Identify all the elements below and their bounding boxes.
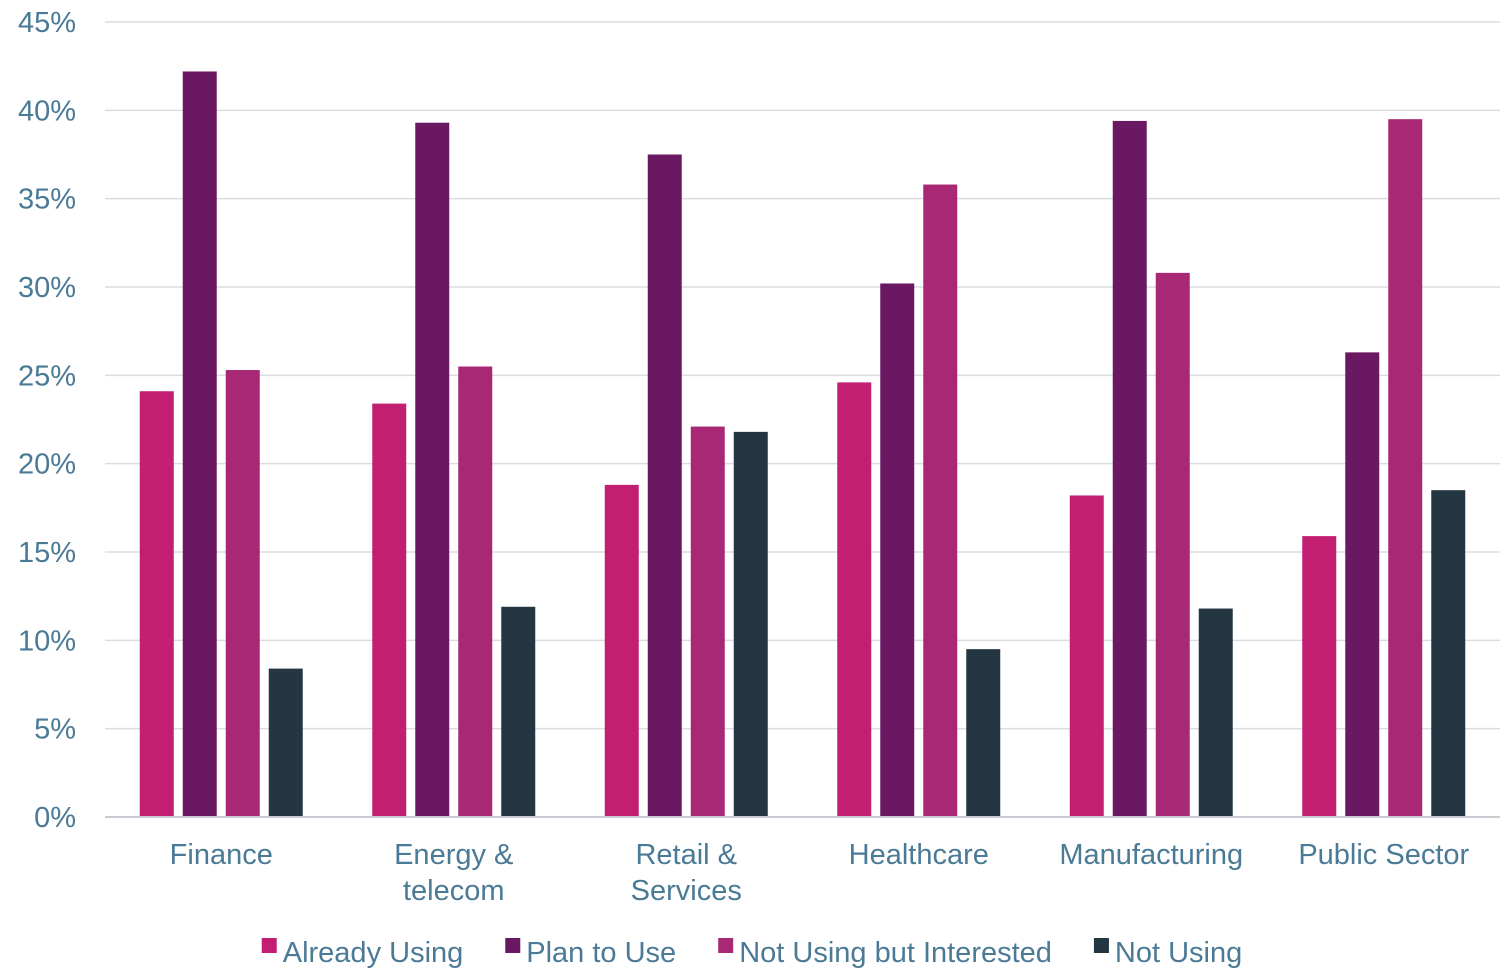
- bar: [1198, 608, 1233, 817]
- gridlines: [105, 21, 1500, 730]
- bar: [604, 484, 639, 817]
- x-tick-label: Finance: [170, 839, 273, 871]
- x-tick-label: Public Sector: [1298, 839, 1469, 871]
- legend-item: Already Using: [261, 937, 464, 969]
- bar: [1345, 352, 1380, 817]
- bar: [225, 370, 260, 817]
- bar: [501, 606, 536, 817]
- y-tick-label: 35%: [18, 184, 76, 216]
- legend-label: Not Using: [1115, 937, 1242, 968]
- x-axis-ticks: Finance Energy & telecom Retail & Services He…: [170, 839, 1470, 907]
- bar: [923, 184, 958, 818]
- x-tick-label: Energy & telecom: [394, 839, 513, 907]
- bar: [1302, 536, 1337, 817]
- bar: [415, 122, 450, 817]
- bar: [1155, 272, 1190, 817]
- y-tick-label: 20%: [18, 449, 76, 481]
- legend-item: Not Using but Interested: [718, 937, 1052, 969]
- bar: [837, 382, 872, 817]
- y-tick-label: 15%: [18, 537, 76, 569]
- legend-swatch: [1093, 938, 1109, 953]
- legend-item: Not Using: [1093, 937, 1242, 969]
- x-tick-label: Retail & Services: [631, 839, 742, 907]
- bar: [733, 431, 768, 817]
- bar: [880, 283, 915, 817]
- legend-item: Plan to Use: [505, 937, 676, 969]
- bar: [1112, 120, 1147, 817]
- bar: [1431, 490, 1466, 817]
- x-tick-label: Manufacturing: [1059, 839, 1243, 871]
- y-tick-label: 10%: [18, 625, 76, 657]
- bar: [182, 71, 217, 817]
- bar: [1069, 495, 1104, 817]
- y-tick-label: 25%: [18, 360, 76, 392]
- bar: [647, 154, 682, 817]
- bar: [1388, 119, 1423, 817]
- legend-label: Not Using but Interested: [739, 937, 1052, 968]
- y-axis-ticks: 0% 5% 10% 15% 20% 25% 30% 35% 40% 45%: [18, 7, 76, 834]
- legend-swatch: [261, 938, 277, 953]
- bar: [690, 426, 725, 817]
- legend-swatch: [718, 938, 734, 953]
- x-tick-label: Healthcare: [849, 839, 989, 871]
- y-tick-label: 45%: [18, 7, 76, 39]
- bar: [139, 391, 174, 817]
- y-tick-label: 5%: [34, 714, 76, 746]
- bar: [372, 403, 407, 817]
- y-tick-label: 0%: [34, 802, 76, 834]
- bar: [966, 649, 1001, 817]
- legend-label: Already Using: [283, 937, 464, 968]
- legend: Already Using Plan to Use Not Using but In…: [261, 937, 1242, 969]
- y-tick-label: 40%: [18, 95, 76, 127]
- bars: [139, 71, 1466, 818]
- y-tick-label: 30%: [18, 272, 76, 304]
- bar: [458, 366, 493, 817]
- legend-swatch: [505, 938, 521, 953]
- legend-label: Plan to Use: [526, 937, 676, 968]
- bar: [268, 668, 303, 817]
